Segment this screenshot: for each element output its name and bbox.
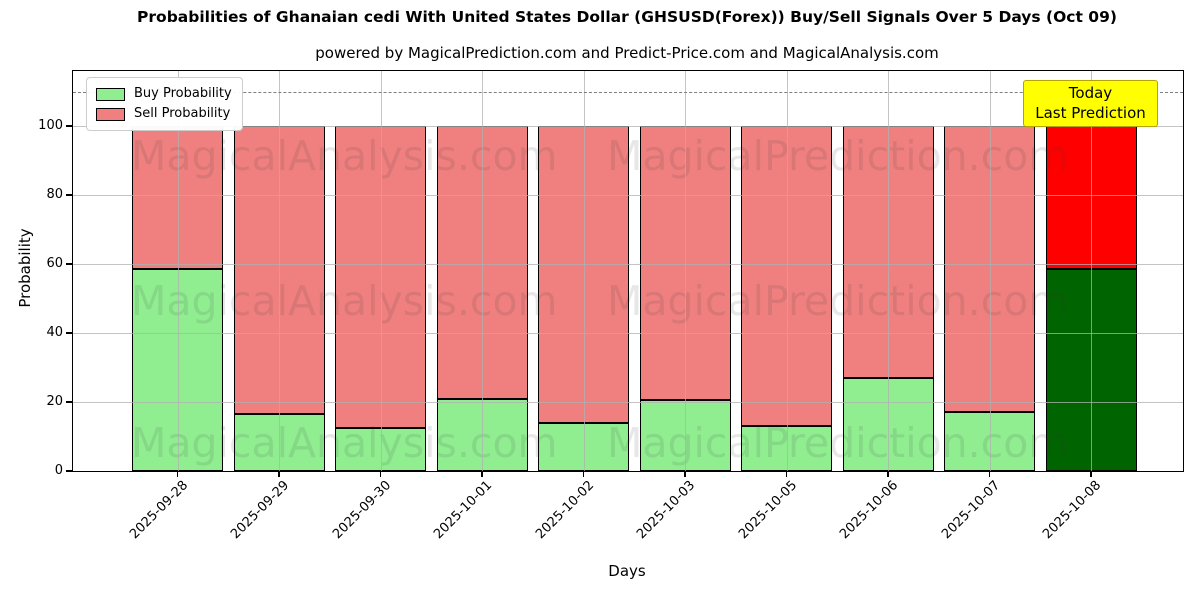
y-tick-mark: [66, 194, 73, 196]
legend-item-buy: Buy Probability: [96, 84, 232, 104]
grid-layer: [73, 71, 1183, 471]
y-tick-mark: [66, 263, 73, 265]
today-annotation-line2: Last Prediction: [1035, 103, 1146, 122]
vertical-gridline: [989, 71, 991, 471]
x-tick-label: 2025-10-01: [431, 478, 496, 543]
vertical-gridline: [177, 71, 179, 471]
vertical-gridline: [786, 71, 788, 471]
x-tick-mark: [176, 471, 179, 477]
vertical-gridline: [685, 71, 686, 471]
x-tick-label: 2025-10-08: [1040, 478, 1105, 543]
x-tick-label: 2025-09-29: [228, 478, 293, 543]
plot-area: MagicalAnalysis.com MagicalPrediction.com…: [38, 70, 1184, 542]
y-tick-label: 60: [46, 256, 63, 272]
legend-item-sell: Sell Probability: [96, 104, 232, 124]
horizontal-gridline: [73, 333, 1183, 335]
horizontal-gridline: [73, 126, 1183, 128]
watermark-text: MagicalAnalysis.com: [131, 132, 558, 180]
ticks-layer: 2025-09-28 2025-09-29 2025-09-30 2025-10-01…: [38, 71, 1183, 542]
vertical-gridline: [482, 71, 483, 471]
chart-subtitle: powered by MagicalPrediction.com and Pre…: [315, 44, 939, 62]
buy-swatch-icon: [96, 87, 125, 101]
watermark-text: MagicalPrediction.com: [607, 419, 1069, 467]
y-tick-label: 20: [46, 394, 63, 410]
x-tick-mark: [785, 471, 788, 477]
x-tick-label: 2025-10-03: [634, 478, 699, 543]
watermark-text: MagicalPrediction.com: [607, 277, 1069, 325]
x-tick-mark: [379, 471, 382, 477]
x-tick-mark: [684, 471, 686, 477]
vertical-gridline: [279, 71, 280, 471]
watermark-text: MagicalAnalysis.com: [131, 419, 558, 467]
x-tick-label: 2025-10-07: [939, 478, 1004, 543]
vertical-gridline: [1091, 71, 1092, 471]
horizontal-gridline: [73, 195, 1183, 197]
legend: Buy Probability Sell Probability: [86, 77, 243, 131]
legend-label-buy: Buy Probability: [134, 86, 232, 101]
x-tick-mark: [582, 471, 585, 477]
today-annotation-line1: Today: [1068, 84, 1113, 102]
chart-title: Probabilities of Ghanaian cedi With Unit…: [137, 8, 1117, 26]
horizontal-gridline: [73, 264, 1183, 266]
x-tick-label: 2025-09-30: [330, 478, 395, 543]
watermark-layer: MagicalAnalysis.com MagicalPrediction.com…: [73, 71, 1183, 471]
x-tick-mark: [988, 471, 991, 477]
y-tick-label: 100: [38, 118, 63, 134]
vertical-gridline: [583, 71, 585, 471]
x-tick-mark: [1090, 471, 1092, 477]
x-tick-mark: [278, 471, 280, 477]
y-tick-mark: [66, 332, 73, 334]
watermark-text: MagicalAnalysis.com: [131, 277, 558, 325]
bars-layer: [73, 71, 1183, 471]
y-tick-label: 0: [54, 463, 63, 478]
y-tick-label: 80: [46, 187, 63, 203]
vertical-gridline: [380, 71, 382, 471]
x-tick-label: 2025-10-05: [736, 478, 801, 543]
y-tick-mark: [66, 401, 73, 403]
y-tick-mark: [66, 470, 73, 472]
legend-label-sell: Sell Probability: [134, 106, 231, 121]
watermark-text: MagicalPrediction.com: [607, 132, 1069, 180]
x-axis-label: Days: [608, 562, 646, 580]
dashed-threshold-line: [73, 91, 1183, 93]
horizontal-gridline: [73, 402, 1183, 404]
x-tick-label: 2025-09-28: [127, 478, 192, 543]
today-annotation: Today Last Prediction: [1023, 80, 1158, 127]
x-tick-mark: [481, 471, 483, 477]
x-tick-mark: [887, 471, 889, 477]
vertical-gridline: [888, 71, 889, 471]
y-tick-mark: [66, 125, 73, 127]
x-tick-label: 2025-10-02: [533, 478, 598, 543]
sell-swatch-icon: [96, 107, 125, 121]
x-tick-label: 2025-10-06: [837, 478, 902, 543]
y-tick-label: 40: [46, 325, 63, 341]
